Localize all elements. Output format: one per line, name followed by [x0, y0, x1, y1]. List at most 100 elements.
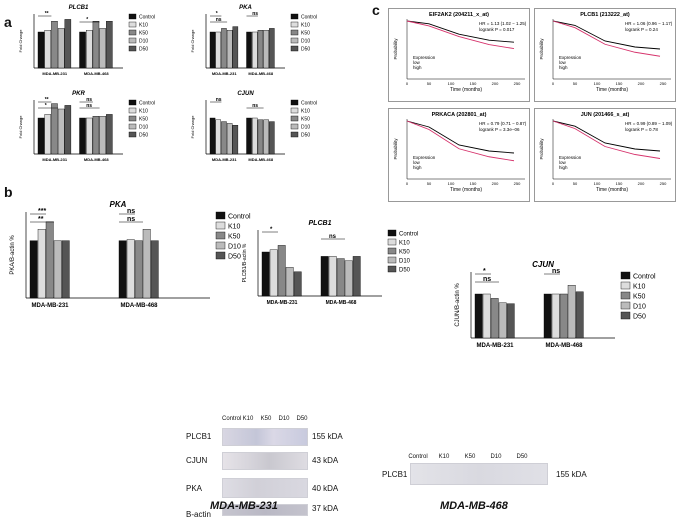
- km-legend: low: [413, 160, 421, 165]
- legend-swatch: [290, 123, 299, 130]
- km-tick: 250: [660, 81, 667, 86]
- legend-swatch: [215, 231, 226, 240]
- bar: [85, 117, 93, 155]
- km-tick: 100: [448, 81, 455, 86]
- category-label: MDA-MB-468: [84, 157, 109, 162]
- legend-label: D50: [228, 254, 241, 261]
- legend-swatch: [128, 37, 137, 44]
- legend-swatch: [215, 211, 226, 220]
- category-label: MDA-MB-231: [476, 343, 514, 349]
- bar: [474, 293, 483, 339]
- cell-line-left: MDA-MB-231: [210, 500, 278, 512]
- km-ylabel: Probability: [393, 38, 398, 60]
- legend-label: D10: [301, 39, 310, 45]
- km-tick: 150: [616, 81, 623, 86]
- blot-left-lane-2: K50: [260, 416, 272, 422]
- category-label: MDA-MB-468: [248, 157, 273, 162]
- km-legend: high: [413, 165, 422, 170]
- category-label: MDA-MB-231: [31, 303, 69, 309]
- chart-title: CJUN: [237, 91, 254, 97]
- y-axis-label: Fold Change: [18, 115, 23, 139]
- km-legend: high: [413, 65, 422, 70]
- category-label: MDA-MB-468: [326, 300, 357, 306]
- blot-left-lane-0: Control: [222, 416, 242, 422]
- blot-left-lane-1: K10: [242, 416, 254, 422]
- legend-swatch: [387, 265, 397, 273]
- km-tick: 50: [573, 81, 578, 86]
- km-title: JUN (201466_s_at): [581, 112, 630, 118]
- cell-line-right: MDA-MB-468: [440, 500, 508, 512]
- significance-label: *: [216, 11, 218, 17]
- significance-label: ns: [252, 103, 258, 109]
- bar: [85, 30, 93, 69]
- chart-title: PKR: [72, 91, 85, 97]
- km-tick: 250: [514, 81, 521, 86]
- legend-label: Control: [139, 15, 155, 21]
- legend-swatch: [620, 281, 631, 290]
- significance-label: ns: [552, 268, 560, 275]
- significance-label: ns: [86, 97, 92, 103]
- legend-swatch: [128, 29, 137, 36]
- bar: [232, 26, 239, 69]
- legend-label: D10: [139, 39, 148, 45]
- chart-title: PKA: [239, 5, 252, 11]
- category-label: MDA-MB-468: [545, 343, 583, 349]
- km-stats: logrank P = 3.3e−06: [479, 127, 520, 132]
- category-label: MDA-MB-468: [84, 71, 109, 76]
- y-axis-label: CJUN/B-actin %: [455, 283, 461, 327]
- legend-label: Control: [301, 15, 317, 21]
- km-plot: JUN (201466_s_at) HR = 0.99 (0.89 − 1.09)…: [534, 108, 676, 202]
- significance-label: ***: [38, 208, 46, 215]
- km-xlabel: Time (months): [450, 87, 482, 93]
- km-legend: Expression: [559, 155, 582, 160]
- legend-swatch: [290, 13, 299, 20]
- bar: [257, 119, 264, 155]
- legend-label: K50: [633, 294, 646, 301]
- km-ylabel: Probability: [393, 138, 398, 160]
- bar: [106, 21, 113, 69]
- km-plot: PLCB1 (213222_at) HR = 1.06 (0.96 − 1.17)…: [534, 8, 676, 102]
- bar: [142, 229, 151, 299]
- km-curve-high: [552, 120, 661, 159]
- legend-label: D50: [301, 133, 310, 139]
- bar: [44, 30, 52, 69]
- km-tick: 150: [470, 181, 477, 186]
- panel-letter-b: b: [4, 184, 13, 200]
- bar: [64, 19, 72, 69]
- panel-letter-a: a: [4, 14, 12, 30]
- km-xlabel: Time (months): [450, 187, 482, 193]
- bar: [57, 28, 65, 69]
- bar: [567, 285, 576, 339]
- legend-swatch: [387, 229, 397, 237]
- blot-left-label-2: PKA: [186, 484, 203, 493]
- bar: [498, 302, 507, 339]
- km-tick: 100: [594, 181, 601, 186]
- legend-swatch: [387, 256, 397, 264]
- km-legend: low: [413, 60, 421, 65]
- legend-swatch: [215, 241, 226, 250]
- legend-label: D50: [633, 314, 646, 321]
- blot-right-band-0: [410, 463, 548, 485]
- bar: [506, 303, 515, 339]
- blot-left-kda-0: 155 kDA: [312, 432, 343, 441]
- bar: [320, 256, 329, 297]
- bar: [45, 221, 54, 299]
- km-tick: 150: [470, 81, 477, 86]
- bar: [257, 30, 264, 69]
- panel-letter-c: c: [372, 2, 380, 18]
- legend-swatch: [290, 45, 299, 52]
- blot-right-lane-3: D10: [490, 454, 502, 460]
- legend-label: D10: [633, 304, 646, 311]
- legend-label: Control: [301, 101, 317, 107]
- significance-label: **: [38, 216, 44, 223]
- significance-label: ns: [216, 17, 222, 23]
- bar: [51, 103, 58, 155]
- legend-swatch: [387, 238, 397, 246]
- bar: [293, 271, 302, 297]
- km-tick: 250: [660, 181, 667, 186]
- bar: [150, 240, 159, 299]
- km-plot: EIF2AK2 (204211_x_at) HR = 1.13 (1.02 − 1…: [388, 8, 530, 102]
- category-label: MDA-MB-231: [267, 300, 298, 306]
